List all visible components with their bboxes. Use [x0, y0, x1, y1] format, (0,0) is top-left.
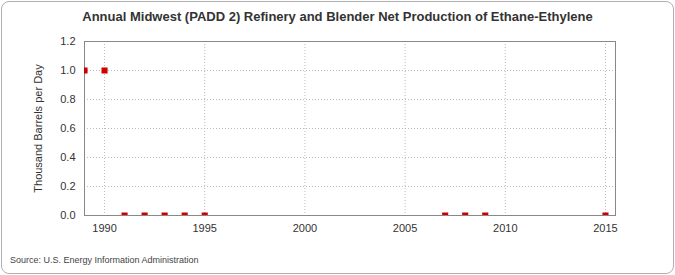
- svg-text:0.0: 0.0: [60, 209, 75, 221]
- svg-text:1990: 1990: [92, 222, 116, 234]
- svg-text:1.2: 1.2: [60, 35, 75, 47]
- svg-text:2005: 2005: [393, 222, 417, 234]
- svg-text:1.0: 1.0: [60, 64, 75, 76]
- svg-text:2015: 2015: [593, 222, 617, 234]
- svg-text:1995: 1995: [192, 222, 216, 234]
- svg-text:0.4: 0.4: [60, 151, 75, 163]
- svg-text:0.6: 0.6: [60, 122, 75, 134]
- svg-text:2010: 2010: [493, 222, 517, 234]
- html-text:Source: U.S. Energy Informatio: Source: U.S. Energy Information Administ…: [10, 255, 199, 265]
- svg-text:Thousand Barrels per Day: Thousand Barrels per Day: [32, 64, 44, 193]
- html-text:Annual Midwest (PADD 2) Refine: Annual Midwest (PADD 2) Refinery and Ble…: [82, 9, 593, 24]
- svg-text:2000: 2000: [293, 222, 317, 234]
- svg-text:0.2: 0.2: [60, 180, 75, 192]
- svg-text:0.8: 0.8: [60, 93, 75, 105]
